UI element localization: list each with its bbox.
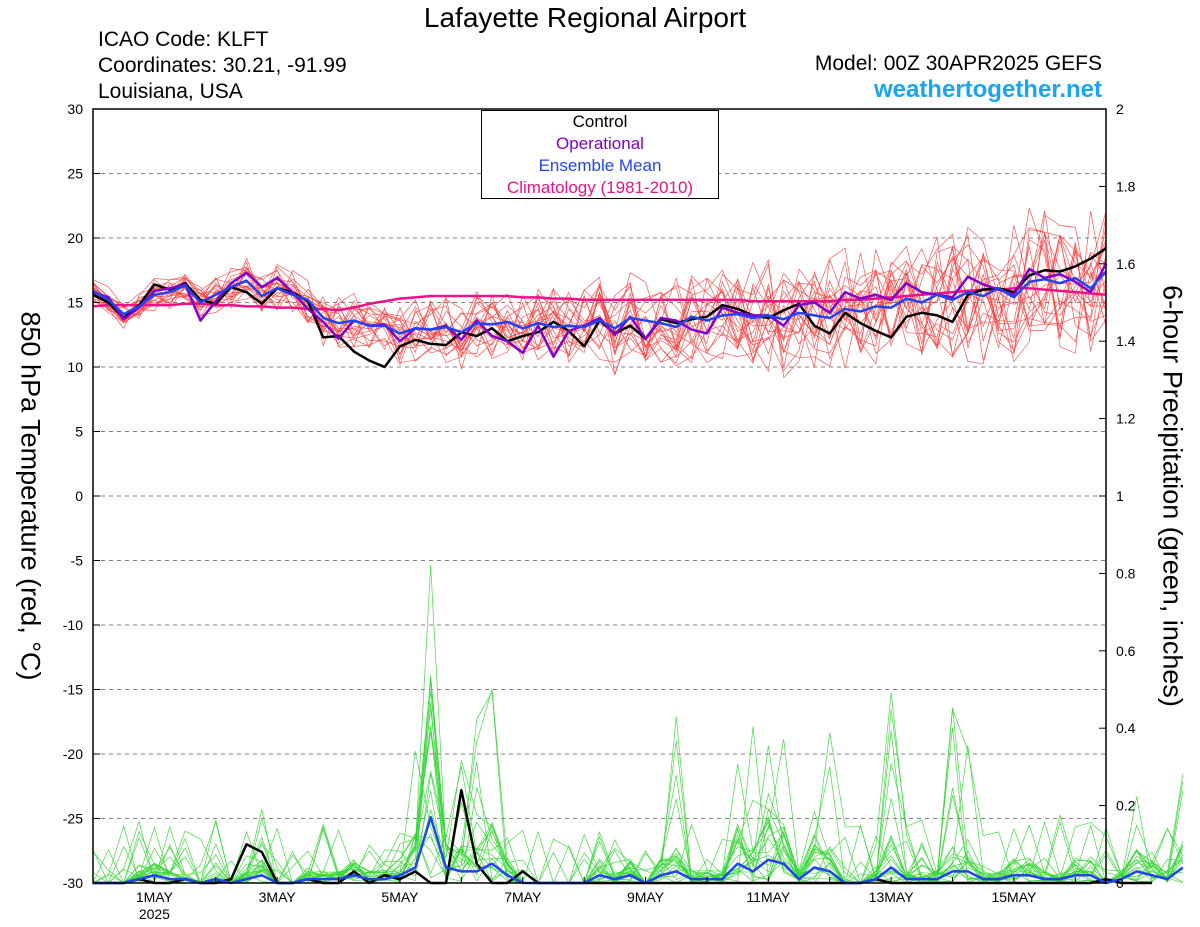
y-tick-label-right: 0.8 <box>1116 565 1136 581</box>
y-tick-label-right: 1.8 <box>1116 178 1136 194</box>
x-tick-label: 1MAY <box>136 889 174 905</box>
chart-title: Lafayette Regional Airport <box>423 2 747 33</box>
y-tick-label-right: 1.4 <box>1116 333 1136 349</box>
series-lines <box>92 247 1184 885</box>
y-tick-label-right: 0.2 <box>1116 798 1136 814</box>
temp-member-line <box>92 239 1107 364</box>
y-tick-label-left: -20 <box>63 746 83 762</box>
x-tick-label: 13MAY <box>869 889 915 905</box>
x-tick-label: 9MAY <box>627 889 665 905</box>
temp-climatology-1981-2010-line <box>92 287 1107 312</box>
precip-member-line <box>92 709 1184 884</box>
y-tick-label-left: -30 <box>63 875 83 891</box>
y-tick-label-left: 30 <box>67 101 83 117</box>
region: Louisiana, USA <box>98 80 243 103</box>
precip-member-line <box>93 691 1184 884</box>
temp-member-line <box>92 239 1107 356</box>
legend-ensemble-mean: Ensemble Mean <box>538 156 662 175</box>
y-tick-label-right: 2 <box>1116 101 1124 117</box>
precip-member-line <box>93 675 1184 884</box>
y-tick-label-left: 25 <box>67 166 83 182</box>
plot-frame <box>92 108 1107 884</box>
y-tick-label-left: 15 <box>67 295 83 311</box>
axes: 302520151050-5-10-15-20-25-3021.81.61.41… <box>63 101 1136 922</box>
temp-member-line <box>92 233 1107 358</box>
x-tick-label: 5MAY <box>381 889 419 905</box>
precip-member-line <box>92 702 1184 884</box>
x-tick-label: 7MAY <box>504 889 542 905</box>
precip-member-line <box>92 707 1183 884</box>
legend-operational: Operational <box>556 134 644 153</box>
coordinates: Coordinates: 30.21, -91.99 <box>98 54 347 77</box>
temp-member-line <box>92 214 1107 367</box>
precip-control-line <box>93 788 1153 885</box>
x-tick-sublabel: 2025 <box>139 906 170 922</box>
y-tick-label-right: 0.4 <box>1116 720 1136 736</box>
site-link[interactable]: weathertogether.net <box>873 76 1102 103</box>
temp-member-line <box>92 229 1107 379</box>
precip-member-line <box>93 709 1183 884</box>
x-tick-label: 11MAY <box>746 889 790 905</box>
y-tick-label-right: 0 <box>1116 875 1124 891</box>
y-tick-label-left: 5 <box>75 424 83 440</box>
precip-ensemble-mean-line <box>93 815 1184 885</box>
y-tick-label-right: 1.2 <box>1116 411 1136 427</box>
precip-member-line <box>93 745 1184 884</box>
precip-member-line <box>93 716 1183 884</box>
legend: Control Operational Ensemble Mean Climat… <box>481 110 719 199</box>
member-lines <box>92 207 1184 884</box>
y-tick-label-left: -15 <box>63 682 83 698</box>
legend-climatology: Climatology (1981-2010) <box>506 178 694 197</box>
y-tick-label-left: -10 <box>63 617 83 633</box>
y-tick-label-left: 0 <box>75 488 83 504</box>
temp-member-line <box>92 207 1107 368</box>
temp-ensemble-mean-line <box>92 270 1107 335</box>
precip-member-line <box>93 564 1184 884</box>
y-tick-label-left: 20 <box>67 230 83 246</box>
y-tick-label-right: 1.6 <box>1116 256 1136 272</box>
x-tick-label: 3MAY <box>259 889 297 905</box>
temp-member-line <box>92 232 1107 351</box>
precip-member-line <box>92 709 1183 884</box>
y-tick-label-left: -5 <box>71 553 84 569</box>
model-run: Model: 00Z 30APR2025 GEFS <box>814 52 1102 75</box>
y-tick-label-left: -25 <box>63 811 83 827</box>
y-tick-label-left: 10 <box>67 359 83 375</box>
y-tick-label-right: 0.6 <box>1116 643 1136 659</box>
y-tick-label-right: 1 <box>1116 488 1124 504</box>
legend-control: Control <box>572 112 628 131</box>
x-tick-label: 15MAY <box>991 889 1037 905</box>
icao-code: ICAO Code: KLFT <box>98 28 269 51</box>
